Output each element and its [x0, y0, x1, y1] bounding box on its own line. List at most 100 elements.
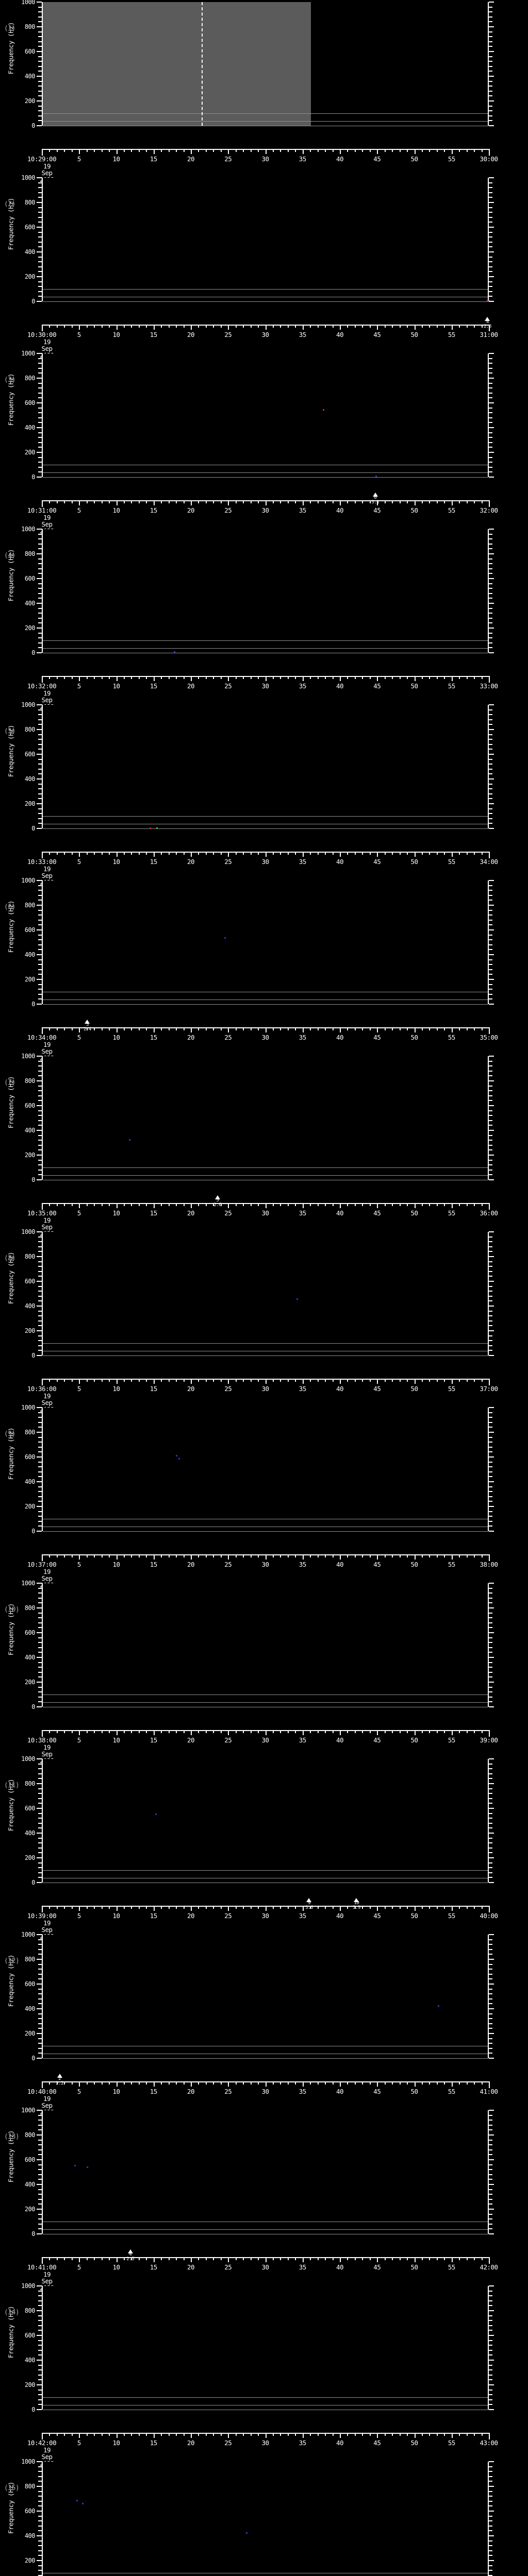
y-axis-tick: [38, 2018, 42, 2020]
x-axis-tick: [332, 1027, 334, 1030]
y-axis-tick: [38, 207, 42, 208]
y-axis-right-tick: [489, 1412, 492, 1413]
x-axis-tick-label: 10:31:00: [27, 506, 57, 514]
x-axis-tick: [347, 1027, 349, 1030]
x-axis-tick: [280, 325, 282, 328]
x-axis-tick: [161, 2433, 162, 2436]
x-axis-tick: [205, 1554, 207, 1557]
y-axis-right-ticks: [489, 2461, 496, 2576]
x-axis-tick: [347, 2257, 349, 2260]
x-axis-tick-label: 25: [224, 2439, 232, 2447]
y-axis-tick-label: 400: [24, 2532, 36, 2539]
x-axis-tick: [392, 676, 393, 679]
x-axis-tick: [340, 500, 341, 505]
x-axis-tick: [86, 500, 88, 503]
y-axis-tick: [38, 1773, 42, 1774]
y-axis-tick: [38, 432, 42, 433]
y-axis-right-tick: [489, 2515, 492, 2517]
x-axis-tick: [191, 325, 192, 330]
plot-area: [42, 1056, 489, 1180]
spectrogram-panel: 0 200 400 600 800 1000 Frequency (Hz) (8) 10:36:…: [0, 1229, 528, 1413]
y-axis-tick: [38, 462, 42, 463]
y-axis-right-tick: [489, 1877, 492, 1878]
x-axis-tick: [310, 1554, 311, 1557]
x-axis-tick-label: 25: [224, 682, 232, 690]
x-axis: [42, 852, 490, 858]
y-axis-tick: [37, 803, 42, 804]
x-axis-tick: [272, 2081, 274, 2084]
y-axis-right-tick: [489, 607, 492, 609]
event-triangle-label: 9 3.6: [305, 1901, 313, 1910]
x-axis-tick-label: 30: [261, 331, 269, 338]
x-axis-tick: [94, 325, 95, 328]
x-axis-tick: [325, 1906, 326, 1909]
x-axis-tick: [399, 1027, 401, 1030]
x-axis-tick: [287, 325, 289, 328]
y-axis-tick: [38, 813, 42, 815]
x-axis-tick: [235, 2081, 237, 2084]
y-axis-tick: [38, 974, 42, 975]
x-axis-tick-label: 5: [77, 155, 81, 163]
x-axis-tick: [407, 2257, 408, 2260]
x-axis-tick: [71, 2257, 73, 2260]
y-axis-right-tick: [489, 90, 492, 92]
x-axis-tick: [429, 1379, 431, 1382]
y-axis-tick: [38, 1144, 42, 1146]
x-axis-tick-label: 15: [150, 1033, 158, 1041]
x-axis-tick: [243, 1203, 244, 1206]
plot-area: [42, 2462, 489, 2576]
x-axis-date-line: 19: [43, 865, 51, 873]
y-axis-right-tick: [489, 1476, 492, 1478]
y-axis-right-tick: [489, 1506, 494, 1507]
x-axis-tick: [153, 852, 155, 857]
x-axis-tick: [310, 676, 311, 679]
y-axis-right-tick: [489, 392, 492, 394]
y-axis-tick: [38, 934, 42, 936]
x-axis-tick: [228, 2433, 229, 2438]
x-axis-tick: [168, 2257, 170, 2260]
x-axis-tick: [272, 2433, 274, 2436]
y-axis-tick: [38, 6, 42, 8]
x-axis-tick-label: 45: [373, 1561, 381, 1568]
y-axis-tick: [38, 1270, 42, 1272]
y-axis-right-tick: [489, 1857, 494, 1858]
y-axis-right-tick: [489, 558, 492, 560]
spectrogram-panel: 0 200 400 600 800 1000 Frequency (Hz) (3) 10:31:…: [0, 350, 528, 534]
y-axis-tick-label: 0: [31, 2406, 35, 2413]
x-axis-tick: [429, 2081, 431, 2084]
x-axis-tick-label: 5: [77, 682, 81, 690]
y-axis-tick: [38, 1822, 42, 1824]
x-axis-tick: [94, 1730, 95, 1733]
x-axis-tick: [295, 2081, 296, 2084]
y-axis-tick: [38, 1652, 42, 1653]
x-axis-tick: [399, 852, 401, 855]
y-axis-right-tick: [489, 1056, 494, 1057]
x-axis-date-line: Sep: [41, 1223, 53, 1231]
y-axis-tick: [38, 1501, 42, 1502]
x-axis-tick: [49, 149, 51, 152]
y-axis-right-tick: [489, 1110, 492, 1111]
y-axis-title: Frequency (Hz): [7, 22, 15, 75]
x-axis-tick: [79, 1379, 80, 1384]
y-axis-right-tick: [489, 1335, 492, 1336]
y-axis-tick: [38, 2038, 42, 2039]
y-axis-right-tick: [489, 1627, 492, 1629]
x-axis-tick: [94, 2081, 95, 2084]
y-axis-right-ticks: [489, 2, 496, 126]
x-axis-tick: [384, 2081, 386, 2084]
y-axis-right-tick: [489, 2404, 492, 2405]
x-axis-tick: [302, 1554, 304, 1560]
y-axis-tick: [38, 2144, 42, 2146]
x-axis-tick: [489, 1379, 490, 1385]
y-axis-tick: [37, 929, 42, 930]
x-axis-tick: [421, 1379, 423, 1382]
x-axis-tick: [459, 1730, 460, 1733]
x-axis-tick-label: 40: [336, 1033, 344, 1041]
y-axis-tick-label: 200: [24, 976, 36, 983]
x-axis-tick: [138, 1203, 140, 1206]
x-axis-tick: [332, 325, 334, 328]
x-axis-tick-label: 20: [187, 1912, 195, 1920]
y-axis-right-tick: [489, 949, 492, 951]
y-axis-tick: [38, 914, 42, 916]
